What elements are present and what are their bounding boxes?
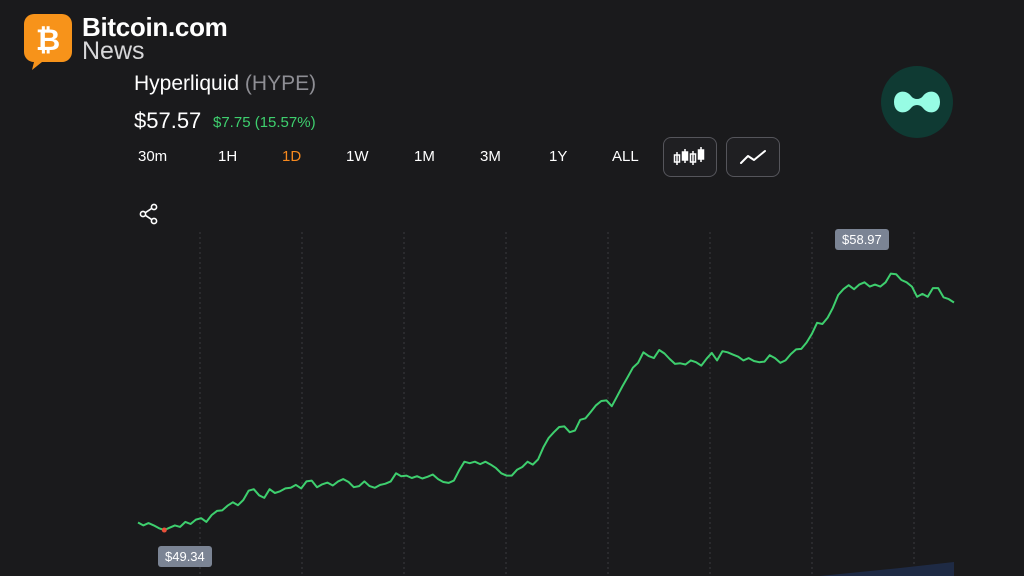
logo-subtitle: News	[82, 37, 145, 65]
low-marker	[161, 527, 167, 533]
coin-name-text: Hyperliquid	[134, 72, 240, 95]
hyperliquid-logo-icon	[881, 66, 953, 138]
price-line	[137, 272, 955, 532]
line-chart-icon	[740, 150, 766, 164]
tab-1h[interactable]: 1H	[218, 148, 238, 165]
tab-1d[interactable]: 1D	[282, 148, 302, 165]
current-price: $57.57	[134, 108, 202, 133]
coin-name: Hyperliquid (HYPE)	[134, 72, 316, 96]
tab-3m[interactable]: 3M	[480, 148, 501, 165]
max-price-label: $58.97	[835, 229, 889, 250]
bitcoin-icon: ₿	[24, 14, 72, 70]
price-change: $7.75 (15.57%)	[213, 114, 316, 131]
bitcoin-com-news-logo: ₿ Bitcoin.com News	[24, 12, 228, 70]
volume-area	[820, 562, 954, 576]
candlestick-chart-icon	[673, 147, 705, 165]
tab-1m[interactable]: 1M	[414, 148, 435, 165]
tab-1y[interactable]: 1Y	[549, 148, 568, 165]
tab-1w[interactable]: 1W	[346, 148, 369, 165]
tab-30m[interactable]: 30m	[138, 148, 168, 165]
min-price-label: $49.34	[158, 546, 212, 567]
candlestick-chart-button[interactable]	[663, 137, 717, 177]
coin-ticker: (HYPE)	[244, 72, 317, 95]
svg-text:₿: ₿	[36, 23, 60, 58]
line-chart-button[interactable]	[726, 137, 780, 177]
tab-all[interactable]: ALL	[612, 148, 639, 165]
share-icon[interactable]	[138, 203, 160, 225]
logo-title: Bitcoin.com	[82, 12, 228, 42]
